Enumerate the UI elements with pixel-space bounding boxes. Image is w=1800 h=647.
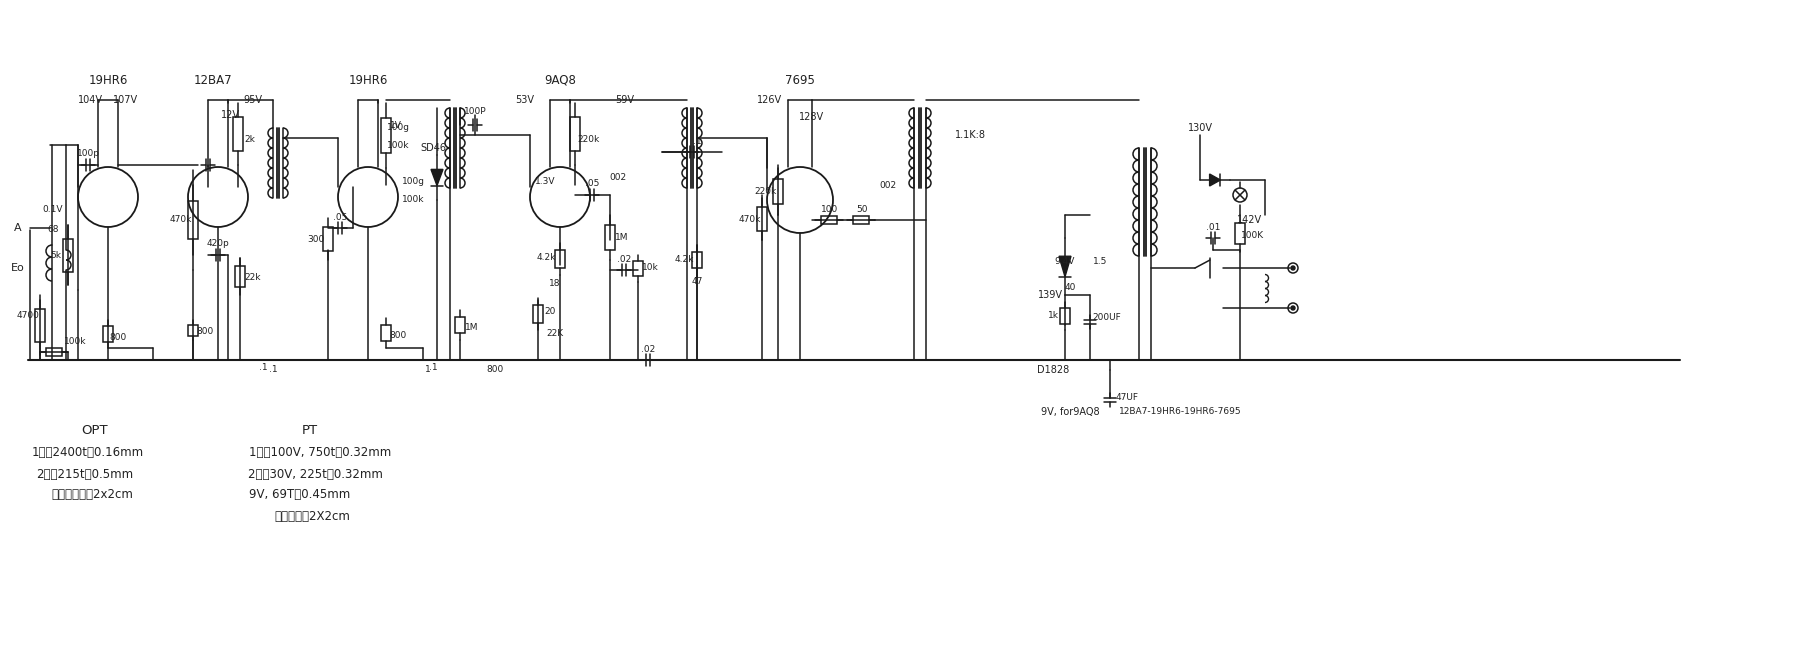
Text: 22K: 22K bbox=[547, 329, 563, 338]
Text: 18: 18 bbox=[549, 278, 562, 287]
Text: 128V: 128V bbox=[799, 112, 824, 122]
Text: 12BA7: 12BA7 bbox=[194, 74, 232, 87]
Text: 220k: 220k bbox=[754, 188, 776, 197]
Text: 59V: 59V bbox=[616, 95, 634, 105]
Text: 126V: 126V bbox=[758, 95, 783, 105]
Text: 100K: 100K bbox=[1242, 230, 1265, 239]
Text: 142V: 142V bbox=[1237, 215, 1262, 225]
Text: 104V: 104V bbox=[77, 95, 103, 105]
Text: 1k: 1k bbox=[1048, 311, 1058, 320]
Text: 100g: 100g bbox=[387, 124, 410, 133]
Text: .02: .02 bbox=[617, 256, 632, 265]
Text: コア断面積2X2cm: コア断面積2X2cm bbox=[274, 509, 349, 523]
Text: 2k: 2k bbox=[245, 135, 256, 144]
Text: 1M: 1M bbox=[616, 234, 628, 243]
Text: 12BA7-19HR6-19HR6-7695: 12BA7-19HR6-19HR6-7695 bbox=[1118, 408, 1242, 417]
Text: .1: .1 bbox=[693, 137, 702, 146]
Text: .1: .1 bbox=[259, 364, 268, 373]
Text: OPT: OPT bbox=[81, 424, 108, 437]
Text: 002: 002 bbox=[880, 181, 896, 190]
Text: 4.2k: 4.2k bbox=[675, 256, 693, 265]
Circle shape bbox=[1291, 266, 1294, 270]
Text: 1.1K:8: 1.1K:8 bbox=[954, 130, 986, 140]
Text: 4700: 4700 bbox=[16, 311, 40, 320]
Text: 95V: 95V bbox=[243, 95, 263, 105]
Text: 107V: 107V bbox=[113, 95, 139, 105]
Text: SD46: SD46 bbox=[419, 143, 446, 153]
Text: 9V, 69T：0.45mm: 9V, 69T：0.45mm bbox=[250, 488, 351, 501]
Text: 1V: 1V bbox=[391, 120, 401, 129]
Text: 9AQ8: 9AQ8 bbox=[544, 74, 576, 87]
Polygon shape bbox=[430, 170, 443, 186]
Text: 20: 20 bbox=[544, 307, 556, 316]
Text: 1.3V: 1.3V bbox=[535, 177, 554, 186]
Text: 100k: 100k bbox=[387, 140, 409, 149]
Text: .02: .02 bbox=[641, 345, 655, 355]
Text: 800: 800 bbox=[110, 333, 126, 342]
Text: 100P: 100P bbox=[464, 107, 486, 116]
Text: .01: .01 bbox=[1206, 223, 1220, 232]
Text: .1: .1 bbox=[268, 366, 277, 375]
Text: 100k: 100k bbox=[63, 338, 86, 347]
Text: 9V, for9AQ8: 9V, for9AQ8 bbox=[1040, 407, 1100, 417]
Text: 130V: 130V bbox=[1188, 123, 1213, 133]
Text: PT: PT bbox=[302, 424, 319, 437]
Text: 800: 800 bbox=[389, 331, 407, 340]
Text: 470k: 470k bbox=[738, 215, 761, 225]
Text: 1.5: 1.5 bbox=[1093, 258, 1107, 267]
Text: 47: 47 bbox=[691, 278, 702, 287]
Text: 420p: 420p bbox=[207, 239, 229, 248]
Text: D1828: D1828 bbox=[1037, 365, 1069, 375]
Text: 19HR6: 19HR6 bbox=[349, 74, 387, 87]
Text: 4.2k: 4.2k bbox=[536, 254, 556, 263]
Text: 1: 1 bbox=[425, 366, 430, 375]
Text: 50: 50 bbox=[857, 206, 868, 215]
Text: .1: .1 bbox=[428, 364, 437, 373]
Text: 1次：100V, 750t：0.32mm: 1次：100V, 750t：0.32mm bbox=[248, 446, 391, 459]
Text: 5k: 5k bbox=[50, 250, 61, 259]
Polygon shape bbox=[1058, 256, 1071, 277]
Text: 139V: 139V bbox=[1037, 290, 1062, 300]
Text: .05: .05 bbox=[585, 179, 599, 188]
Text: 9.4V: 9.4V bbox=[1055, 258, 1075, 267]
Text: A: A bbox=[14, 223, 22, 233]
Text: Eo: Eo bbox=[11, 263, 25, 273]
Text: 68: 68 bbox=[47, 226, 59, 234]
Text: 100g: 100g bbox=[401, 177, 425, 186]
Text: 0.1V: 0.1V bbox=[43, 206, 63, 215]
Text: .05: .05 bbox=[333, 212, 347, 221]
Text: 100k: 100k bbox=[401, 195, 425, 204]
Text: 2次：30V, 225t：0.32mm: 2次：30V, 225t：0.32mm bbox=[248, 468, 382, 481]
Text: 22k: 22k bbox=[245, 274, 261, 283]
Text: 19HR6: 19HR6 bbox=[88, 74, 128, 87]
Text: 470k: 470k bbox=[169, 215, 193, 225]
Text: 53V: 53V bbox=[515, 95, 535, 105]
Text: 100p: 100p bbox=[76, 149, 99, 159]
Text: 220k: 220k bbox=[576, 135, 599, 144]
Text: 300: 300 bbox=[308, 236, 324, 245]
Text: 100: 100 bbox=[821, 206, 839, 215]
Text: 800: 800 bbox=[486, 366, 504, 375]
Circle shape bbox=[1291, 306, 1294, 310]
Text: 40: 40 bbox=[1064, 283, 1076, 292]
Polygon shape bbox=[1210, 174, 1220, 186]
Text: 1M: 1M bbox=[464, 322, 479, 331]
Text: コア断面積：2x2cm: コア断面積：2x2cm bbox=[50, 488, 133, 501]
Text: 47UF: 47UF bbox=[1116, 393, 1138, 402]
Text: 200UF: 200UF bbox=[1093, 314, 1121, 322]
Text: 2次：215t：0.5mm: 2次：215t：0.5mm bbox=[36, 468, 133, 481]
Text: 7695: 7695 bbox=[785, 74, 815, 87]
Text: 800: 800 bbox=[196, 327, 214, 336]
Text: 10k: 10k bbox=[641, 263, 659, 272]
Text: 002: 002 bbox=[610, 173, 626, 182]
Text: 12V: 12V bbox=[220, 110, 239, 120]
Text: 1次：2400t：0.16mm: 1次：2400t：0.16mm bbox=[32, 446, 144, 459]
